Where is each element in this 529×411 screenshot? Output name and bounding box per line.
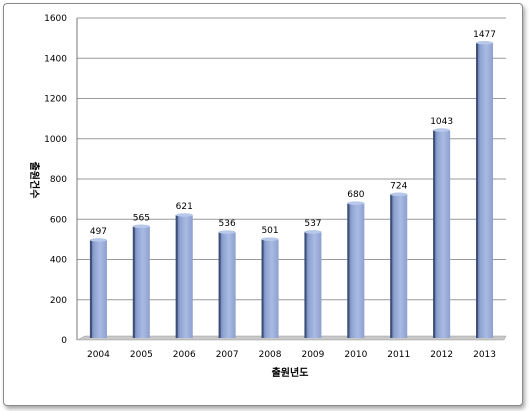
bar-edge [304,231,307,338]
y-axis-title: 출원건수 [28,162,41,199]
bar-top [304,230,322,234]
y-tick-label: 1400 [44,54,67,64]
y-tick-label: 1200 [44,95,67,105]
bar [261,239,279,338]
data-labels: 497 565 621 536 501 537 680 724 1043 1477 [90,30,496,237]
bar-top [132,224,150,229]
data-label: 1043 [430,117,453,127]
y-axis-ticks: 0 200 400 600 800 1000 1200 1400 1600 [44,14,67,346]
bar-top [261,237,279,241]
bar-top [175,213,193,217]
x-axis-ticks: 2004 2005 2006 2007 2008 2009 2010 2011 2012 2013 [87,350,496,360]
data-label: 621 [176,202,193,212]
y-tick-label: 1600 [44,14,67,24]
x-tick-label: 2006 [173,350,196,360]
y-tick-label: 600 [50,215,67,225]
x-axis-title: 출원년도 [272,366,309,379]
y-tick-label: 400 [50,256,67,266]
x-tick-label: 2008 [259,350,282,360]
bar-top [390,192,408,197]
x-tick-label: 2007 [216,350,239,360]
data-label: 497 [90,227,107,237]
bar-edge [390,194,393,338]
y-tick-label: 800 [50,175,67,185]
bars [89,40,494,338]
bar [390,194,408,338]
data-label: 724 [390,181,407,191]
bar-top [433,128,451,132]
data-label: 680 [347,190,364,200]
data-label: 537 [304,219,321,229]
x-tick-label: 2005 [130,350,153,360]
bar-edge [175,215,178,338]
bar [218,232,236,338]
x-tick-label: 2013 [473,350,496,360]
bar-top [476,40,494,45]
bar [433,130,451,338]
y-tick-label: 0 [61,336,67,346]
x-tick-label: 2011 [387,350,410,360]
bar-edge [433,130,436,338]
x-tick-label: 2004 [87,350,110,360]
y-tick-label: 200 [50,296,67,306]
bar-edge [132,226,135,338]
data-label: 536 [219,219,236,229]
bar-top [347,201,365,205]
data-label: 1477 [473,30,496,40]
x-tick-label: 2010 [344,350,367,360]
bar [347,203,365,338]
bar [175,215,193,338]
bar [89,239,107,338]
x-tick-label: 2009 [301,350,324,360]
bar [476,42,494,338]
data-label: 565 [133,213,150,223]
bar-edge [261,239,264,338]
y-tick-label: 1000 [44,135,67,145]
bar-top [218,230,236,234]
bar-edge [347,203,350,338]
data-label: 501 [261,226,278,236]
bar-edge [89,239,92,338]
x-tick-label: 2012 [430,350,453,360]
bar-edge [476,42,479,338]
bar-edge [218,232,221,338]
bar [132,226,150,338]
bar [304,231,322,338]
bar-top [89,238,107,242]
